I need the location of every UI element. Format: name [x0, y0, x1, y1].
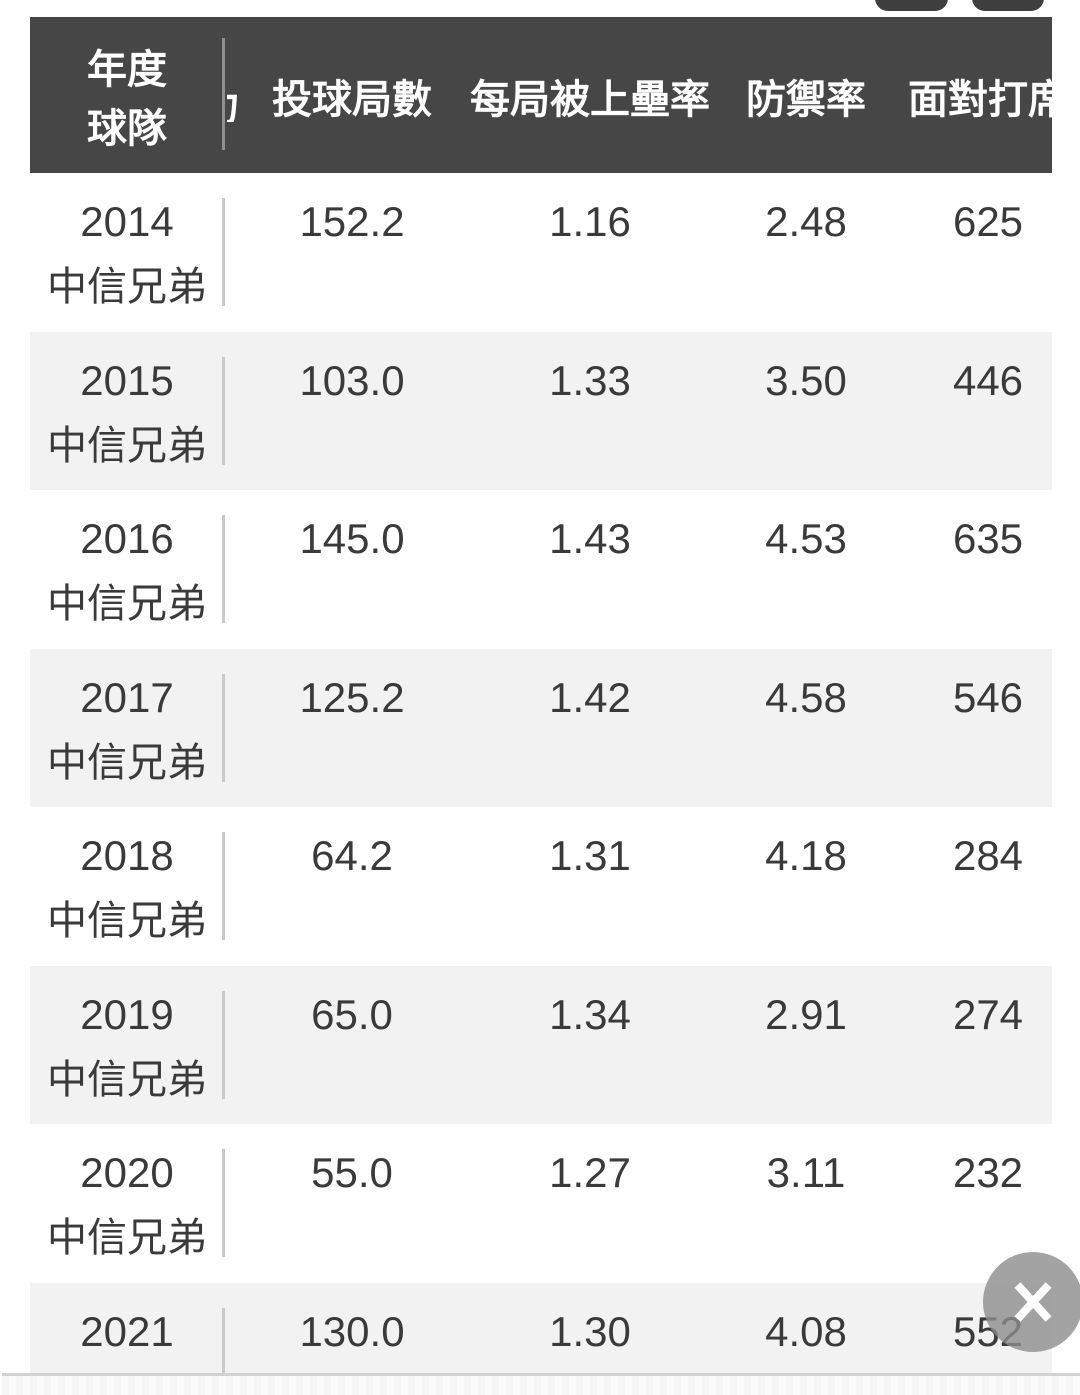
cell-year: 2019 [80, 990, 174, 1038]
header-innings-pitched: 投球局數 [272, 78, 432, 122]
close-icon [1014, 1282, 1052, 1322]
header-era: 防禦率 [746, 78, 866, 122]
header-whip: 每局被上壘率 [470, 78, 710, 122]
pitching-stats-table: 年度 球隊 力 投球局數 每局被上壘率 防禦率 面對打席 2014 中信兄弟 1… [30, 17, 1052, 1395]
cell-year: 2017 [80, 673, 174, 721]
cell-batters-faced: 625 [952, 198, 1024, 245]
cell-innings-pitched: 103.0 [299, 356, 405, 404]
cell-whip: 1.16 [549, 198, 631, 245]
cell-era: 4.53 [765, 515, 847, 562]
cell-era: 3.11 [766, 1149, 846, 1196]
cell-era: 2.91 [765, 990, 847, 1038]
cell-year: 2018 [80, 832, 174, 879]
cell-innings-pitched: 55.0 [311, 1149, 393, 1196]
table-header: 年度 球隊 力 投球局數 每局被上壘率 防禦率 面對打席 [30, 17, 1052, 173]
table-body: 2014 中信兄弟 152.2 1.16 2.48 625 2015 中信兄弟 … [30, 173, 1052, 1395]
cell-innings-pitched: 130.0 [299, 1307, 405, 1355]
frozen-column-divider [222, 1149, 225, 1257]
cell-team: 中信兄弟 [47, 582, 207, 626]
cell-team: 中信兄弟 [47, 899, 207, 943]
header-batters-faced: 面對打席 [908, 78, 1052, 122]
table-row: 2017 中信兄弟 125.2 1.42 4.58 546 [30, 648, 1052, 807]
cell-whip: 1.34 [549, 990, 631, 1038]
hidden-column-fragment: 力 [227, 74, 240, 122]
cell-team: 中信兄弟 [47, 1057, 207, 1102]
header-team-label: 球隊 [87, 107, 167, 151]
cell-team: 中信兄弟 [47, 740, 207, 785]
table-row: 2016 中信兄弟 145.0 1.43 4.53 635 [30, 490, 1052, 649]
clipped-hidden-column-header: 力 [227, 74, 241, 122]
cell-whip: 1.42 [549, 673, 631, 721]
cell-team: 中信兄弟 [47, 265, 207, 309]
cell-batters-faced: 546 [952, 673, 1024, 721]
cell-year: 2016 [80, 515, 174, 562]
frozen-column-divider [222, 356, 225, 465]
table-row: 2018 中信兄弟 64.2 1.31 4.18 284 [30, 807, 1052, 966]
table-row: 2015 中信兄弟 103.0 1.33 3.50 446 [30, 331, 1052, 490]
cell-batters-faced: 446 [952, 356, 1024, 404]
cell-innings-pitched: 125.2 [299, 673, 405, 721]
table-row: 2020 中信兄弟 55.0 1.27 3.11 232 [30, 1124, 1052, 1283]
table-row: 2014 中信兄弟 152.2 1.16 2.48 625 [30, 173, 1052, 332]
cell-whip: 1.31 [549, 832, 631, 879]
cell-year: 2021 [80, 1307, 174, 1355]
cell-era: 2.48 [765, 198, 847, 245]
cell-innings-pitched: 145.0 [299, 515, 405, 562]
toolbar-partial-button-left[interactable] [875, 0, 948, 11]
cell-whip: 1.33 [549, 356, 631, 404]
cell-era: 4.08 [765, 1307, 847, 1355]
frozen-column-divider [222, 1307, 225, 1395]
cell-team: 中信兄弟 [47, 423, 207, 468]
frozen-column-divider [222, 198, 225, 306]
cell-era: 4.58 [765, 673, 847, 721]
cell-era: 3.50 [765, 356, 847, 404]
ad-banner-strip[interactable] [2, 1373, 1080, 1395]
table-row: 2019 中信兄弟 65.0 1.34 2.91 274 [30, 965, 1052, 1124]
cell-whip: 1.43 [549, 515, 631, 562]
cell-batters-faced: 284 [952, 832, 1024, 879]
cell-innings-pitched: 64.2 [311, 832, 393, 879]
cell-year: 2020 [80, 1149, 174, 1196]
frozen-column-divider [222, 832, 225, 940]
frozen-column-divider [222, 990, 225, 1099]
header-year-label: 年度 [87, 48, 167, 92]
cell-year: 2014 [80, 198, 174, 245]
cell-batters-faced: 274 [952, 990, 1024, 1038]
cell-year: 2015 [80, 356, 174, 404]
cell-innings-pitched: 65.0 [311, 990, 393, 1038]
cell-era: 4.18 [765, 832, 847, 879]
frozen-column-divider [222, 515, 225, 623]
cell-whip: 1.30 [549, 1307, 631, 1355]
frozen-column-divider [222, 38, 225, 150]
toolbar-partial-button-right[interactable] [972, 0, 1044, 11]
cell-batters-faced: 232 [952, 1149, 1024, 1196]
cell-batters-faced: 635 [952, 515, 1024, 562]
ad-close-button[interactable] [983, 1252, 1080, 1352]
cell-team: 中信兄弟 [47, 1216, 207, 1260]
frozen-column-divider [222, 673, 225, 782]
cell-innings-pitched: 152.2 [299, 198, 405, 245]
cell-whip: 1.27 [549, 1149, 631, 1196]
